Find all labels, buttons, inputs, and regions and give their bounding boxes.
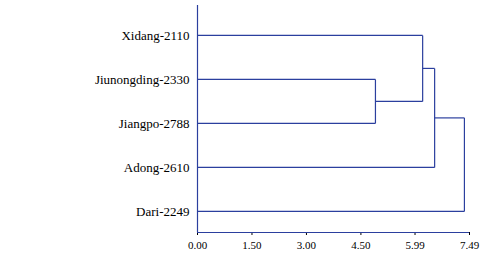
- svg-text:1.50: 1.50: [242, 239, 262, 251]
- svg-text:Jiangpo-2788: Jiangpo-2788: [119, 116, 190, 131]
- svg-text:Xidang-2110: Xidang-2110: [121, 28, 189, 43]
- svg-text:7.49: 7.49: [460, 239, 480, 251]
- svg-text:4.50: 4.50: [351, 239, 371, 251]
- svg-text:0.00: 0.00: [188, 239, 208, 251]
- svg-text:Dari-2249: Dari-2249: [136, 204, 189, 219]
- svg-text:Adong-2610: Adong-2610: [124, 160, 190, 175]
- svg-text:3.00: 3.00: [297, 239, 317, 251]
- svg-text:Jiunongding-2330: Jiunongding-2330: [95, 72, 190, 87]
- svg-text:5.99: 5.99: [405, 239, 425, 251]
